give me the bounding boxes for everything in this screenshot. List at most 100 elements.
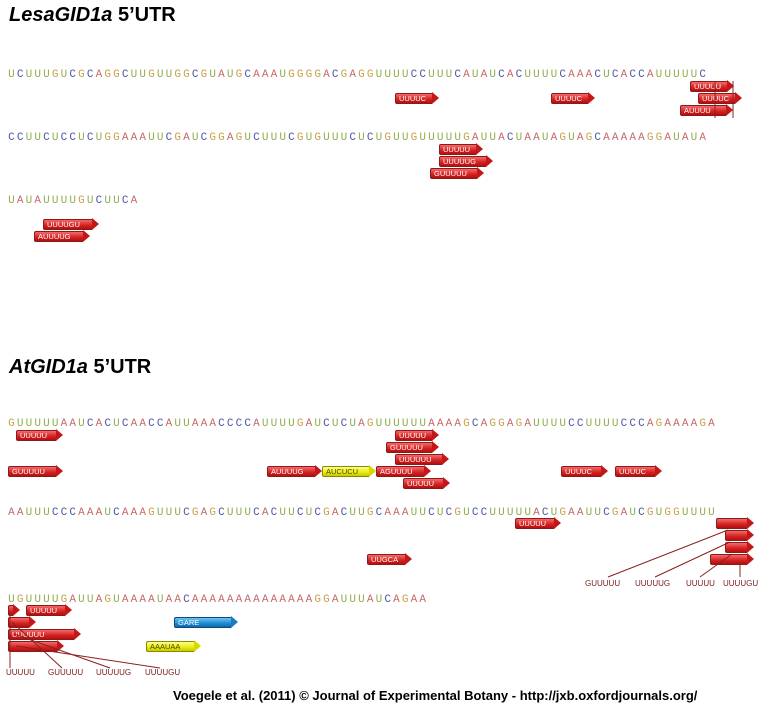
nucleotide: A [646, 418, 654, 430]
nucleotide: U [139, 69, 146, 81]
nucleotide: G [410, 132, 418, 144]
nucleotide: U [410, 507, 418, 519]
motif-arrow: UUUUC [615, 465, 662, 477]
nucleotide: U [43, 594, 50, 606]
nucleotide: U [445, 69, 453, 81]
nucleotide: U [51, 418, 59, 430]
nucleotide: U [69, 195, 76, 207]
lesa-title-suffix: 5’UTR [112, 4, 176, 26]
lesa-gene-name: LesaGID1a [9, 4, 113, 26]
nucleotide: U [270, 132, 278, 144]
nucleotide: G [655, 418, 663, 430]
nucleotide: C [419, 69, 426, 81]
nucleotide: G [463, 132, 470, 144]
nucleotide: A [121, 132, 129, 144]
nucleotide: U [681, 69, 689, 81]
nucleotide: C [43, 132, 50, 144]
nucleotide: A [261, 507, 269, 519]
nucleotide: A [16, 507, 24, 519]
at-title: AtGID1a 5’UTR [9, 356, 151, 379]
nucleotide: G [498, 418, 505, 430]
nucleotide: A [550, 132, 558, 144]
nucleotide: U [261, 418, 269, 430]
nucleotide: U [78, 594, 85, 606]
nucleotide: U [585, 507, 593, 519]
nucleotide: C [200, 132, 208, 144]
nucleotide: C [568, 418, 575, 430]
nucleotide: G [664, 507, 671, 519]
nucleotide: U [86, 594, 94, 606]
nucleotide: G [78, 69, 85, 81]
motif-arrow: UUUUU [403, 477, 450, 489]
nucleotide: U [489, 132, 496, 144]
motif-arrow: UUUUU [439, 143, 483, 155]
nucleotide: C [165, 132, 173, 144]
nucleotide: A [401, 507, 409, 519]
nucleotide: U [559, 418, 566, 430]
nucleotide: A [130, 132, 138, 144]
nucleotide: G [314, 132, 321, 144]
nucleotide: A [95, 69, 103, 81]
nucleotide: A [165, 418, 173, 430]
nucleotide: A [8, 507, 15, 519]
nucleotide: U [489, 507, 496, 519]
motif-arrow-stack [710, 553, 754, 565]
nucleotide: G [699, 418, 706, 430]
nucleotide: A [191, 594, 199, 606]
nucleotide: A [270, 594, 278, 606]
nucleotide: G [655, 132, 663, 144]
nucleotide: A [393, 594, 400, 606]
nucleotide: A [323, 69, 330, 81]
nucleotide: C [375, 507, 383, 519]
nucleotide: A [603, 132, 610, 144]
nucleotide: C [104, 418, 111, 430]
nucleotide: U [690, 69, 698, 81]
nucleotide: A [436, 418, 444, 430]
nucleotide: C [638, 69, 645, 81]
nucleotide: C [16, 132, 24, 144]
nucleotide: U [550, 69, 558, 81]
nucleotide: C [51, 507, 59, 519]
nucleotide: A [69, 418, 76, 430]
nucleotide: C [629, 418, 636, 430]
nucleotide: U [34, 594, 41, 606]
nucleotide: U [673, 69, 680, 81]
nucleotide: U [113, 195, 120, 207]
nucleotide: U [664, 69, 671, 81]
nucleotide: U [156, 69, 164, 81]
nucleotide: U [209, 69, 216, 81]
nucleotide: A [690, 418, 698, 430]
nucleotide: G [8, 418, 15, 430]
motif-arrow: GUUUUU [430, 167, 484, 179]
nucleotide: U [86, 195, 94, 207]
nucleotide: A [296, 594, 304, 606]
nucleotide: G [454, 507, 461, 519]
nucleotide: A [384, 507, 391, 519]
nucleotide: G [183, 69, 190, 81]
nucleotide: A [331, 594, 339, 606]
nucleotide: C [331, 69, 339, 81]
nucleotide: U [541, 418, 549, 430]
nucleotide: C [410, 69, 418, 81]
nucleotide: C [638, 507, 645, 519]
nucleotide: U [585, 418, 593, 430]
nucleotide: A [524, 132, 531, 144]
nucleotide: U [191, 132, 199, 144]
citation-footer: Voegele et al. (2011) © Journal of Exper… [173, 688, 698, 703]
nucleotide: A [253, 594, 260, 606]
nucleotide: U [279, 418, 286, 430]
nucleotide: U [506, 507, 514, 519]
nucleotide: U [358, 507, 365, 519]
nucleotide: U [16, 418, 24, 430]
nucleotide: A [629, 132, 636, 144]
nucleotide: U [489, 69, 496, 81]
nucleotide: A [253, 69, 260, 81]
nucleotide: A [130, 594, 138, 606]
nucleotide: U [226, 69, 234, 81]
motif-arrow: GUUUUU [8, 465, 63, 477]
nucleotide: A [349, 69, 356, 81]
motif-arrow: AUUUUG [34, 230, 90, 242]
motif-arrow: UUUUU [515, 517, 561, 529]
nucleotide: U [279, 69, 286, 81]
nucleotide: A [568, 507, 575, 519]
